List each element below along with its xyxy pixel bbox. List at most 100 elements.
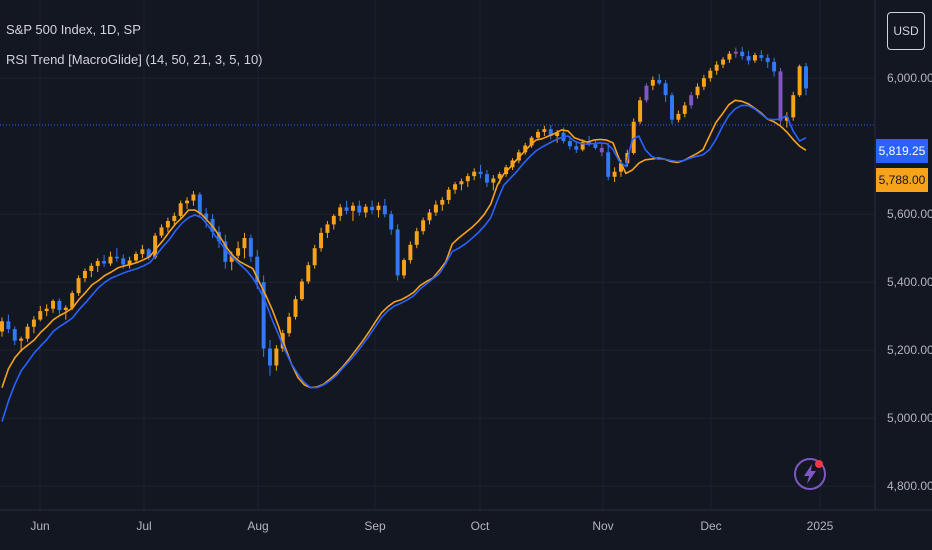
candle [631, 118, 636, 155]
candle [453, 181, 458, 194]
candle [159, 224, 164, 238]
candle [178, 200, 183, 219]
candle [146, 248, 151, 261]
candle [12, 326, 17, 346]
candle [312, 244, 317, 269]
lightning-bolt-icon[interactable] [793, 457, 827, 491]
candle [57, 298, 62, 315]
candle [772, 57, 777, 77]
candle [657, 74, 662, 85]
candle [536, 129, 540, 141]
candle [523, 142, 528, 155]
candle [287, 312, 292, 337]
time-tick-label: Sep [364, 519, 386, 533]
candle [689, 91, 694, 109]
grid-lines [0, 0, 875, 510]
candle [108, 251, 113, 266]
indicator-title[interactable]: RSI Trend [MacroGlide] (14, 50, 21, 3, 5… [6, 52, 263, 67]
price-tick-label: 5,600.00 [887, 207, 932, 221]
candle [395, 224, 400, 281]
time-axis[interactable]: Jun Jul Aug Sep Oct Nov Dec 2025 [30, 519, 833, 533]
candle [733, 47, 738, 58]
candle [701, 74, 706, 91]
candle [682, 102, 687, 118]
time-tick-label: 2025 [807, 519, 834, 533]
candle [76, 275, 81, 296]
candle [752, 52, 757, 63]
candle [25, 323, 30, 342]
candle [402, 258, 406, 279]
candle [82, 268, 87, 283]
candle [382, 198, 387, 218]
candle [593, 140, 598, 150]
candle [765, 54, 770, 68]
candle [606, 142, 611, 181]
candle [134, 251, 138, 264]
candle [185, 197, 190, 210]
candle [440, 197, 445, 211]
last-price-badge: 5,819.25 [876, 139, 928, 163]
badge-label: 5,819.25 [879, 144, 926, 158]
candle [791, 91, 796, 121]
price-axis[interactable]: 4,800.00 5,000.00 5,200.00 5,400.00 5,600.00… [887, 71, 932, 493]
candle [708, 68, 713, 82]
time-tick-label: Oct [471, 519, 490, 533]
candle [299, 278, 304, 301]
candle [102, 255, 107, 267]
candle [644, 83, 649, 103]
indicator-lines [1, 99, 807, 422]
candle [248, 234, 253, 262]
candle [261, 275, 266, 357]
candle [140, 244, 145, 259]
time-tick-label: Aug [247, 519, 268, 533]
candle [695, 83, 700, 99]
candle [204, 208, 209, 228]
candle [612, 167, 617, 182]
candle [376, 202, 381, 218]
candle [491, 175, 496, 191]
candle [165, 217, 170, 232]
candle [44, 304, 49, 317]
candle [153, 232, 158, 260]
candle [389, 210, 394, 235]
candle [127, 256, 132, 269]
candle [727, 51, 732, 63]
symbol-title[interactable]: S&P 500 Index, 1D, SP [6, 22, 141, 37]
candle [6, 314, 11, 334]
candle [599, 142, 604, 157]
candle [255, 249, 260, 289]
candle [797, 64, 802, 97]
candle [95, 258, 100, 272]
price-tick-label: 5,000.00 [887, 411, 932, 425]
candle [478, 164, 483, 179]
currency-button[interactable]: USD [887, 12, 925, 50]
candle [446, 187, 451, 204]
candle [38, 306, 43, 322]
candle [574, 142, 579, 153]
candle [242, 232, 247, 259]
candle [414, 227, 419, 249]
candle [191, 191, 196, 206]
candle [325, 221, 330, 238]
candle [51, 299, 56, 313]
candle [778, 68, 783, 126]
candle [427, 209, 432, 225]
time-tick-label: Dec [700, 519, 721, 533]
candle [746, 51, 751, 65]
candle [465, 173, 470, 187]
candle [114, 248, 119, 262]
candle [638, 96, 643, 125]
candle [363, 204, 368, 218]
candle [319, 227, 324, 252]
price-tick-label: 5,200.00 [887, 343, 932, 357]
candle [472, 168, 477, 181]
candle [484, 170, 489, 187]
candle [0, 317, 4, 337]
candle [331, 214, 336, 230]
orange-rsi-trend-line [1, 99, 807, 389]
candle [172, 212, 177, 226]
price-badges: 5,819.25 5,788.00 [876, 139, 928, 192]
indicator-value-badge: 5,788.00 [876, 168, 928, 192]
